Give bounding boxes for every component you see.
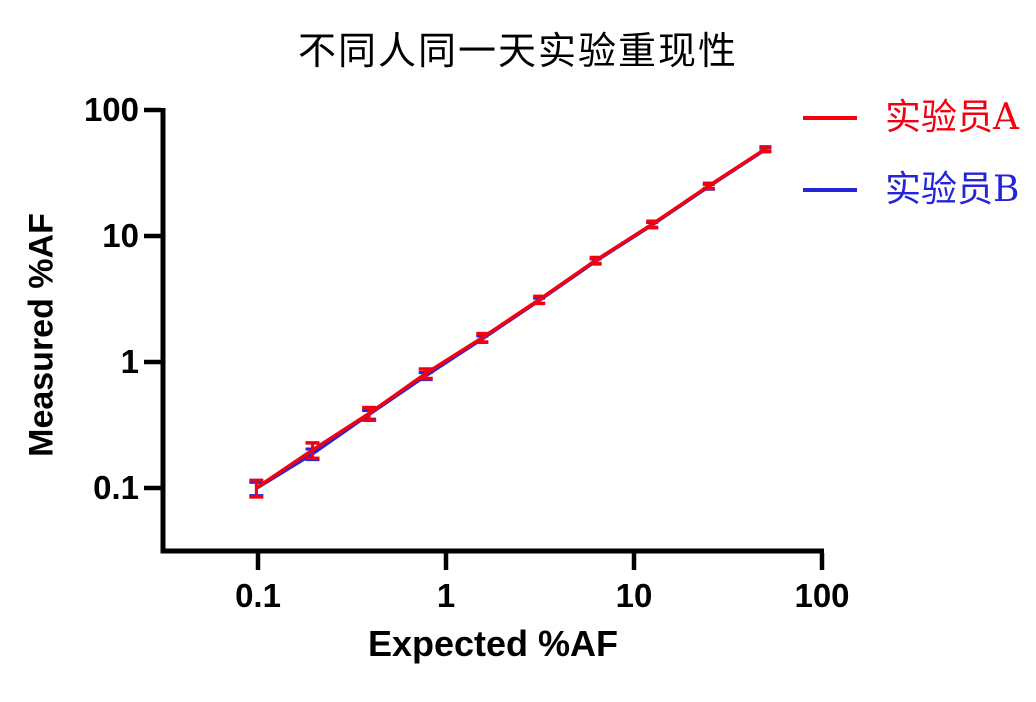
legend-label-operator-a: 实验员A <box>885 97 1019 138</box>
legend-label-operator-b: 实验员B <box>885 169 1020 210</box>
y-tick-label: 0.1 <box>93 469 139 506</box>
legend: 实验员A 实验员B <box>803 96 1019 240</box>
legend-item-operator-a: 实验员A <box>803 96 1019 140</box>
x-tick-label: 1 <box>437 577 455 614</box>
x-tick-label: 100 <box>794 577 849 614</box>
x-axis-label: Expected %AF <box>367 623 619 664</box>
y-tick-label: 100 <box>84 91 139 128</box>
axes <box>160 108 824 554</box>
series-b-line-swatch <box>803 188 857 192</box>
y-axis-label: Measured %AF <box>22 213 61 457</box>
x-tick-label: 0.1 <box>235 577 281 614</box>
series-a-line <box>255 147 767 490</box>
chart-title: 不同人同一天实验重现性 <box>297 29 738 73</box>
legend-item-operator-b: 实验员B <box>803 168 1019 212</box>
series-a-line-swatch <box>803 116 857 120</box>
x-tick-label: 10 <box>616 577 653 614</box>
y-tick-label: 10 <box>102 217 139 254</box>
y-tick-label: 1 <box>121 343 139 380</box>
